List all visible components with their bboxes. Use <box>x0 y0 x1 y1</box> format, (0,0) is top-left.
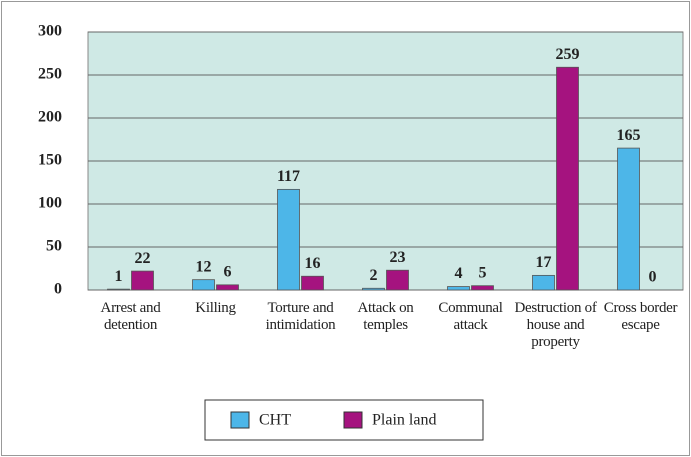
bar <box>362 287 385 291</box>
data-label: 0 <box>649 269 657 286</box>
y-tick-label: 150 <box>38 152 62 169</box>
bar <box>192 279 215 291</box>
bar <box>532 274 555 291</box>
bar <box>471 285 494 291</box>
data-label: 165 <box>617 127 641 144</box>
legend-swatch <box>230 411 250 429</box>
bar <box>107 288 130 291</box>
bar <box>216 284 239 291</box>
data-label: 17 <box>536 254 552 271</box>
x-tick-label: Destruction of house and property <box>514 300 597 350</box>
x-tick-label: Killing <box>195 300 236 316</box>
bar <box>277 188 300 291</box>
y-tick-label: 50 <box>46 238 62 255</box>
x-tick-label: Communal attack <box>438 300 503 333</box>
bar <box>447 286 470 291</box>
y-tick-label: 100 <box>38 195 62 212</box>
data-label: 23 <box>390 249 406 266</box>
data-label: 4 <box>455 265 463 282</box>
bar <box>131 270 154 291</box>
y-tick-label: 200 <box>38 109 62 126</box>
data-label: 259 <box>556 46 580 63</box>
legend-swatch <box>343 411 363 429</box>
bar <box>617 147 640 291</box>
x-tick-label: Torture and intimidation <box>265 300 336 333</box>
x-tick-label: Cross border escape <box>603 300 678 333</box>
y-tick-label: 300 <box>38 23 62 40</box>
data-label: 5 <box>479 264 487 281</box>
bar <box>301 275 324 291</box>
bar <box>386 269 409 291</box>
data-label: 1 <box>115 268 123 285</box>
data-label: 2 <box>370 267 378 284</box>
data-label: 6 <box>224 264 232 281</box>
x-tick-label: Arrest and detention <box>100 300 161 333</box>
legend-label: CHT <box>259 412 291 429</box>
y-tick-label: 0 <box>54 281 62 298</box>
data-label: 12 <box>196 258 212 275</box>
bar <box>556 66 579 291</box>
data-label: 22 <box>135 250 151 267</box>
data-label: 16 <box>305 255 321 272</box>
y-tick-label: 250 <box>38 66 62 83</box>
data-label: 117 <box>277 168 300 185</box>
legend-label: Plain land <box>372 412 436 429</box>
x-tick-label: Attack on temples <box>357 300 414 333</box>
